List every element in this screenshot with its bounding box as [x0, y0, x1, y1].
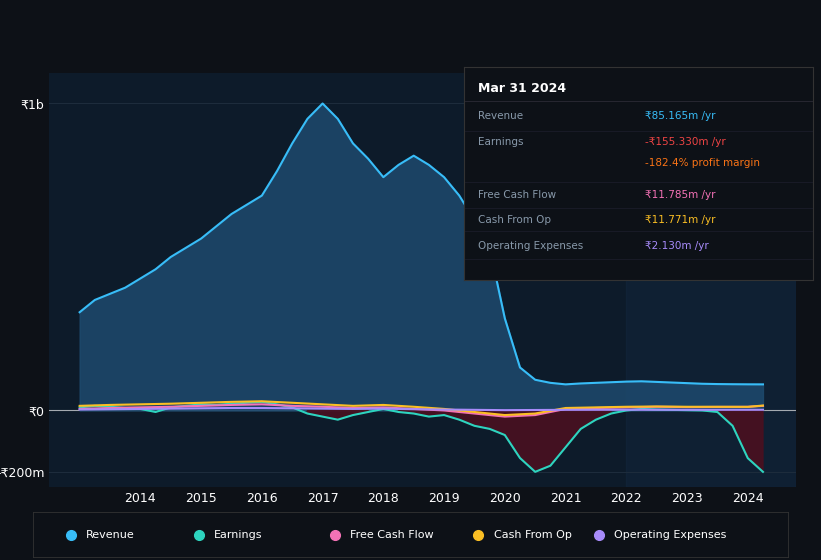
Text: Operating Expenses: Operating Expenses: [614, 530, 727, 540]
Text: Earnings: Earnings: [214, 530, 263, 540]
Text: Cash From Op: Cash From Op: [493, 530, 571, 540]
Text: -₹155.330m /yr: -₹155.330m /yr: [645, 137, 726, 147]
Text: ₹11.771m /yr: ₹11.771m /yr: [645, 216, 716, 226]
Text: -182.4% profit margin: -182.4% profit margin: [645, 158, 760, 168]
Text: Earnings: Earnings: [478, 137, 523, 147]
Text: Revenue: Revenue: [478, 111, 523, 121]
Bar: [626, 73, 796, 487]
Text: Cash From Op: Cash From Op: [478, 216, 551, 226]
Text: Free Cash Flow: Free Cash Flow: [350, 530, 433, 540]
Text: ₹85.165m /yr: ₹85.165m /yr: [645, 111, 716, 121]
Text: Revenue: Revenue: [85, 530, 135, 540]
Text: ₹2.130m /yr: ₹2.130m /yr: [645, 241, 709, 251]
Text: Mar 31 2024: Mar 31 2024: [478, 82, 566, 95]
Text: Free Cash Flow: Free Cash Flow: [478, 190, 556, 200]
Text: Operating Expenses: Operating Expenses: [478, 241, 583, 251]
Text: ₹11.785m /yr: ₹11.785m /yr: [645, 190, 716, 200]
